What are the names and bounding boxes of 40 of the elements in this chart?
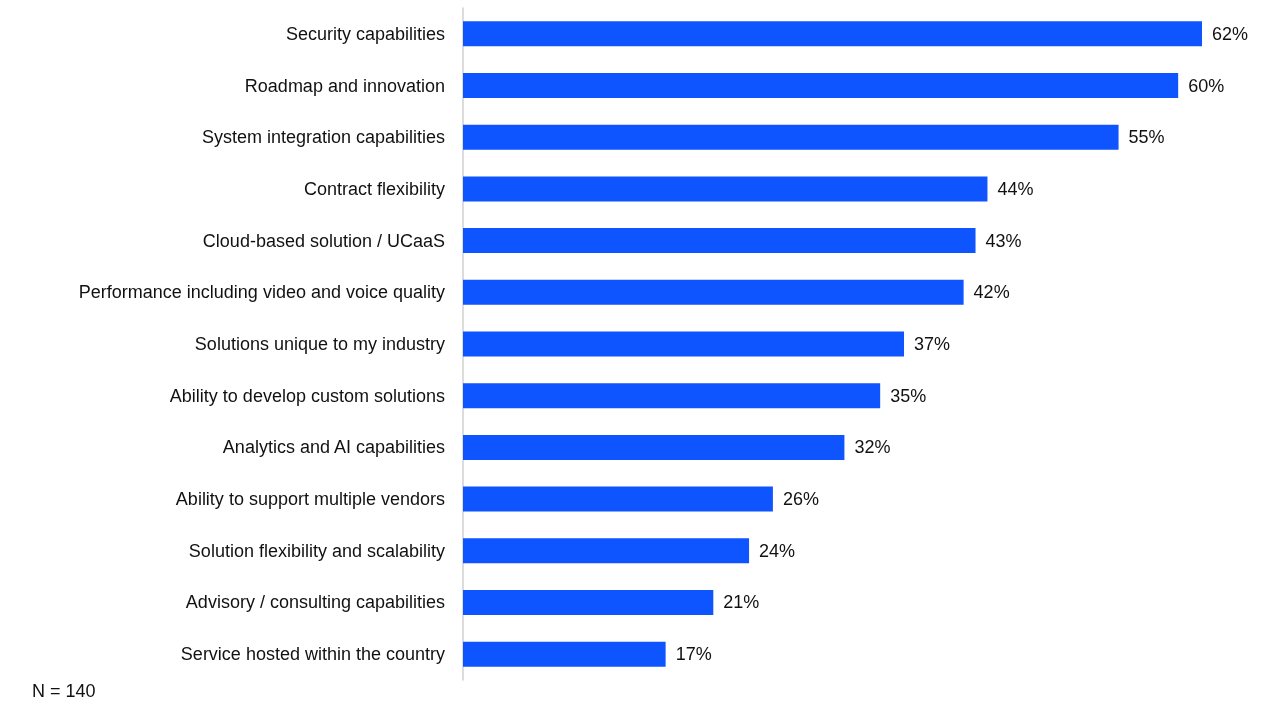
bar [463, 589, 714, 615]
data-label: 24% [759, 540, 796, 561]
data-label: 60% [1188, 75, 1225, 96]
y-tick-label: Solution flexibility and scalability [188, 540, 445, 561]
data-label: 55% [1128, 127, 1165, 148]
y-tick-label: Ability to develop custom solutions [169, 385, 445, 406]
bar [463, 124, 1119, 150]
y-tick-label: Advisory / consulting capabilities [185, 592, 445, 613]
data-label: 37% [914, 334, 951, 354]
bar [463, 641, 666, 667]
bar [463, 73, 1179, 99]
y-tick-label: Cloud-based solution / UCaaS [202, 230, 445, 251]
y-tick-label: Service hosted within the country [180, 644, 445, 665]
data-label: 17% [675, 644, 712, 665]
bar [463, 383, 881, 409]
y-tick-label: Roadmap and innovation [244, 75, 445, 96]
data-label: 21% [723, 592, 760, 613]
bar [463, 176, 988, 202]
data-label: 62% [1212, 23, 1249, 44]
text: N = 140 [32, 681, 96, 701]
data-label: 32% [854, 437, 891, 458]
bar [463, 228, 976, 254]
bar [463, 21, 1202, 47]
y-tick-label: System integration capabilities [201, 127, 445, 148]
y-tick-label: Ability to support multiple vendors [175, 489, 445, 510]
y-tick-label: Security capabilities [285, 23, 445, 44]
y-tick-label: Performance including video and voice quality [78, 282, 445, 303]
data-label: 44% [997, 178, 1034, 199]
bar [463, 331, 905, 357]
data-label: 26% [782, 489, 819, 510]
bar [463, 434, 845, 460]
data-label: 42% [973, 282, 1010, 303]
y-tick-label: Contract flexibility [303, 178, 445, 199]
data-label: 35% [890, 385, 927, 406]
y-tick-label: Solutions unique to my industry [194, 334, 445, 354]
bar [463, 538, 750, 564]
bar [463, 279, 964, 305]
y-tick-label: Analytics and AI capabilities [222, 437, 445, 458]
bar [463, 486, 773, 512]
data-label: 43% [985, 230, 1022, 251]
